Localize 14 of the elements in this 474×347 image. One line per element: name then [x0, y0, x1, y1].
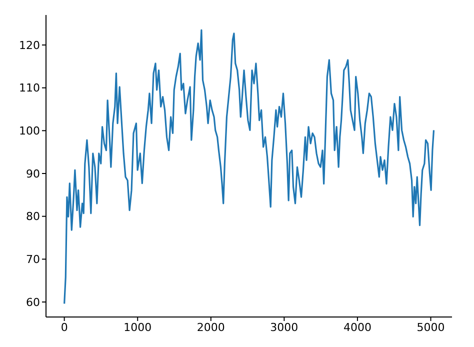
x-tick-label: 5000 — [416, 320, 445, 334]
y-tick-label: 80 — [26, 210, 40, 224]
x-tick-label: 2000 — [196, 320, 225, 334]
x-tick-label: 0 — [60, 320, 68, 334]
y-tick-label: 120 — [19, 38, 40, 52]
y-tick-label: 60 — [26, 296, 40, 309]
y-tick-label: 100 — [19, 124, 40, 138]
y-tick-label: 70 — [26, 253, 40, 266]
x-tick-label: 1000 — [124, 320, 152, 334]
y-tick-label: 110 — [19, 82, 40, 95]
y-tick-label: 90 — [26, 167, 40, 180]
x-tick-label: 3000 — [270, 320, 298, 334]
line-series — [64, 29, 435, 305]
x-tick-label: 4000 — [343, 320, 372, 334]
